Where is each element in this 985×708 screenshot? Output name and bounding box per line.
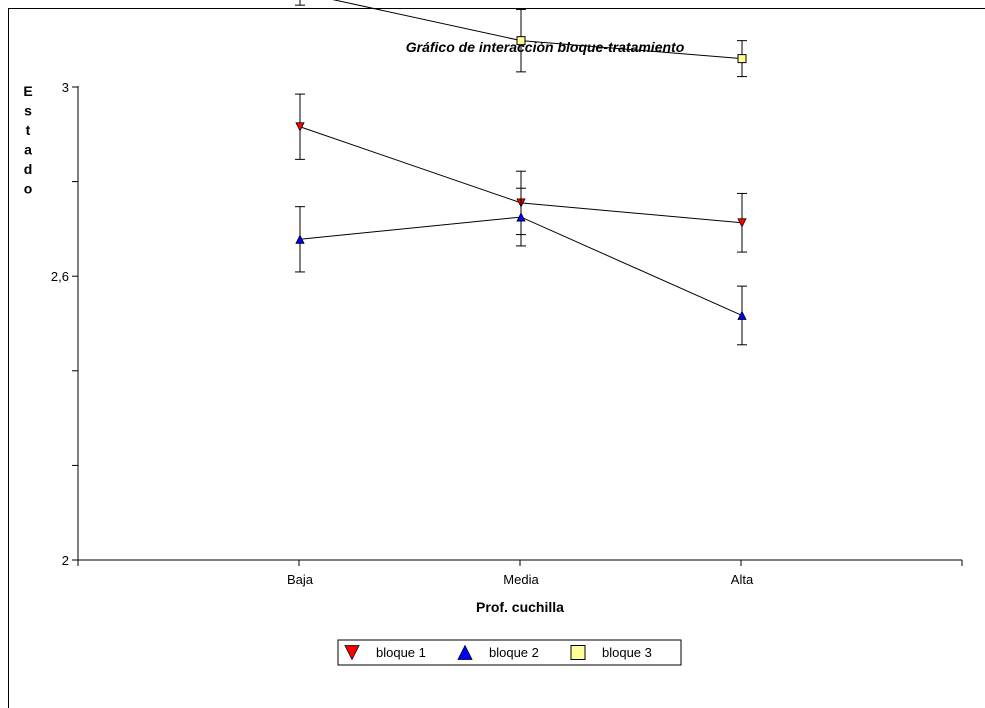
series-layer	[295, 0, 747, 346]
series-2	[295, 187, 747, 346]
data-point	[516, 36, 526, 46]
axes: 2 2,6 3 Baja Media Alta	[51, 80, 963, 587]
legend-marker	[457, 644, 473, 660]
y-axis-title-letter: o	[24, 181, 33, 197]
chart-frame	[8, 8, 985, 708]
y-axis-title-letter: d	[24, 161, 33, 177]
interaction-chart: Gráfico de interacción bloque-tratamient…	[23, 0, 963, 666]
legend-item: bloque 3	[570, 645, 652, 660]
y-axis-title-letter: t	[26, 122, 31, 138]
chart-title: Gráfico de interacción bloque-tratamient…	[406, 39, 685, 55]
legend-box	[337, 639, 682, 666]
legend-marker	[344, 645, 360, 661]
y-tick-label: 2	[62, 553, 69, 568]
data-point	[295, 122, 305, 132]
y-axis-title-letter: a	[24, 142, 32, 158]
y-tick-label: 2,6	[51, 269, 69, 284]
y-axis-title-letter: s	[24, 103, 32, 119]
x-tick-label: Baja	[287, 572, 314, 587]
legend-label: bloque 2	[489, 645, 539, 660]
legend-item: bloque 1	[344, 645, 426, 661]
x-tick-label: Media	[503, 572, 539, 587]
legend-label: bloque 1	[376, 645, 426, 660]
data-point	[737, 54, 747, 64]
legend-marker	[570, 645, 586, 660]
data-point	[737, 218, 747, 228]
y-axis-title-letter: E	[23, 83, 32, 99]
data-point	[295, 234, 305, 244]
x-axis-title: Prof. cuchilla	[476, 599, 564, 615]
series-3	[295, 0, 747, 78]
legend: bloque 1 bloque 2 bloque 3	[337, 639, 682, 666]
x-tick-label: Alta	[731, 572, 754, 587]
legend-item: bloque 2	[457, 644, 539, 660]
data-point	[516, 212, 526, 222]
legend-label: bloque 3	[602, 645, 652, 660]
y-tick-label: 3	[62, 80, 69, 95]
data-point	[737, 310, 747, 320]
